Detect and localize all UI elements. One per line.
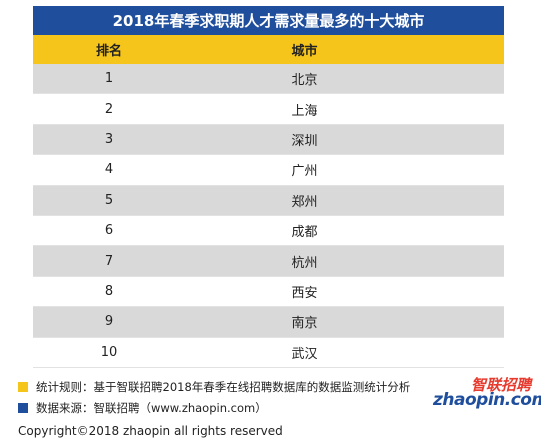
table-title: 2018年春季求职期人才需求量最多的十大城市 — [33, 6, 504, 35]
zhaopin-logo: 智联招聘 zhaopin.com — [433, 374, 541, 414]
table-row: 10 武汉 — [33, 337, 504, 368]
table-row: 7 杭州 — [33, 246, 504, 277]
city-cell: 广州 — [291, 164, 318, 180]
table-row: 1 北京 — [33, 64, 504, 95]
yellow-square-icon — [18, 382, 28, 392]
table-row: 8 西安 — [33, 276, 504, 308]
table-row: 5 郑州 — [33, 185, 504, 216]
rank-cell: 1 — [104, 71, 114, 87]
table-row: 3 深圳 — [33, 124, 504, 156]
city-cell: 郑州 — [291, 194, 318, 210]
ranking-table: 排名 城市 1 北京 2 上海 3 深圳 4 广州 5 郑州 6 成都 7 杭州 8 西安 9 南京 10 武汉 — [33, 35, 504, 368]
rank-cell: 5 — [104, 192, 114, 208]
city-cell: 杭州 — [291, 255, 318, 271]
table-header: 排名 城市 — [33, 35, 504, 64]
city-cell: 上海 — [291, 103, 318, 119]
city-cell: 西安 — [291, 285, 318, 301]
table-body: 1 北京 2 上海 3 深圳 4 广州 5 郑州 6 成都 7 杭州 8 西安 9 南京 10 武汉 — [33, 64, 504, 368]
rank-cell: 8 — [104, 283, 114, 299]
city-cell: 成都 — [291, 225, 318, 241]
table-row: 4 广州 — [33, 155, 504, 186]
logo-top-text: 智联招聘 — [470, 376, 531, 394]
header-rank: 排名 — [95, 44, 122, 59]
rule-note: 统计规则：基于智联招聘2018年春季在线招聘数据库的数据监测统计分析 — [18, 379, 410, 395]
rule-text: 统计规则：基于智联招聘2018年春季在线招聘数据库的数据监测统计分析 — [36, 380, 411, 394]
copyright-text: Copyright©2018 zhaopin all rights reserv… — [18, 424, 283, 438]
blue-square-icon — [18, 403, 28, 413]
city-cell: 武汉 — [291, 346, 318, 362]
table-row: 9 南京 — [33, 307, 504, 338]
logo-bottom-text: zhaopin.com — [433, 390, 541, 410]
city-cell: 北京 — [291, 73, 318, 89]
source-text: 数据来源：智联招聘（www.zhaopin.com） — [36, 401, 267, 415]
rank-cell: 10 — [100, 344, 118, 360]
city-cell: 南京 — [291, 316, 318, 332]
rank-cell: 3 — [104, 131, 114, 147]
source-note: 数据来源：智联招聘（www.zhaopin.com） — [18, 400, 267, 416]
table-row: 2 上海 — [33, 94, 504, 125]
rank-cell: 7 — [104, 253, 114, 269]
table-row: 6 成都 — [33, 215, 504, 247]
header-city: 城市 — [291, 44, 318, 59]
rank-cell: 4 — [104, 162, 114, 178]
rank-cell: 6 — [104, 223, 114, 239]
rank-cell: 9 — [104, 314, 114, 330]
rank-cell: 2 — [104, 101, 114, 117]
city-cell: 深圳 — [291, 133, 318, 149]
